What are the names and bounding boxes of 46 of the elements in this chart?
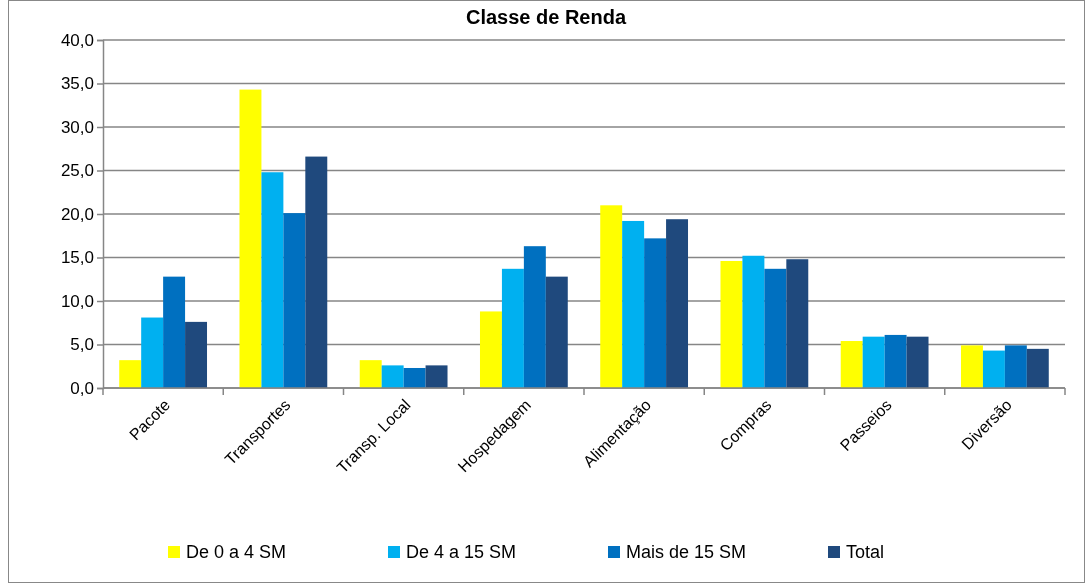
bar	[425, 365, 448, 388]
y-tick-label: 30,0	[60, 117, 94, 137]
bar	[862, 336, 885, 388]
bar	[742, 255, 765, 388]
bar	[545, 276, 568, 388]
bar	[501, 268, 524, 388]
bar	[479, 311, 502, 388]
legend-label: Mais de 15 SM	[626, 542, 747, 562]
bar	[622, 220, 645, 388]
legend-label: Total	[846, 542, 885, 562]
bar	[720, 260, 743, 388]
bar	[764, 268, 787, 388]
legend-label: De 0 a 4 SM	[186, 542, 287, 562]
y-tick-label: 5,0	[70, 335, 94, 355]
bar	[163, 276, 186, 388]
bar	[884, 334, 907, 388]
bar	[261, 172, 284, 388]
y-tick-label: 25,0	[60, 161, 94, 181]
bar	[644, 238, 667, 388]
legend-label: De 4 a 15 SM	[406, 542, 517, 562]
bar	[1004, 345, 1027, 388]
y-tick-label: 35,0	[60, 74, 94, 94]
bar	[786, 259, 809, 388]
chart-title: Classe de Renda	[465, 6, 627, 28]
bar	[600, 205, 623, 388]
y-tick-label: 10,0	[60, 291, 94, 311]
bar	[119, 360, 142, 388]
bar	[283, 213, 306, 388]
bar	[381, 365, 404, 388]
bar	[666, 219, 689, 388]
bar	[239, 89, 262, 388]
bar	[305, 156, 328, 388]
bar	[906, 336, 929, 388]
bar	[960, 345, 983, 388]
y-tick-label: 15,0	[60, 248, 94, 268]
y-tick-label: 40,0	[60, 30, 94, 50]
bar	[185, 321, 208, 388]
bar	[840, 341, 863, 388]
bar	[523, 246, 546, 388]
bar	[982, 350, 1005, 388]
bar	[141, 317, 164, 388]
y-tick-label: 20,0	[60, 204, 94, 224]
bar	[359, 360, 382, 388]
bar	[403, 367, 426, 388]
y-tick-label: 0,0	[70, 378, 94, 398]
bar	[1026, 348, 1049, 388]
